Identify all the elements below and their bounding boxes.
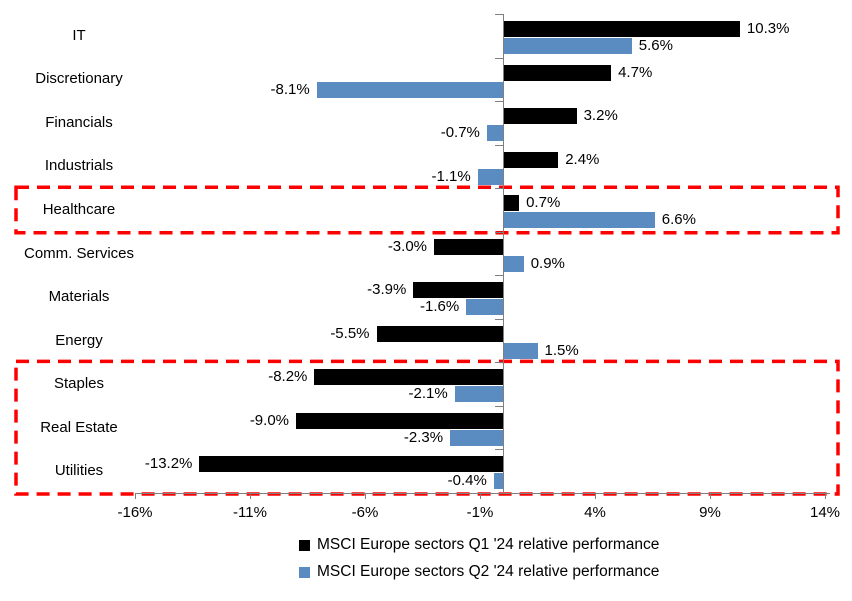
y-axis-tick	[495, 57, 503, 59]
y-axis-tick	[495, 144, 503, 146]
x-axis-tick-label: 4%	[584, 504, 606, 521]
bar-q2-materials	[466, 299, 503, 316]
category-label-staples: Staples	[53, 375, 105, 393]
bar-q1-utilities	[199, 456, 503, 473]
value-label: 1.5%	[544, 341, 579, 359]
legend-swatch-q1-icon	[299, 539, 310, 551]
y-axis-tick	[495, 405, 503, 407]
y-axis-tick	[495, 275, 503, 277]
value-label: -0.4%	[447, 472, 487, 490]
legend-item-q2: MSCI Europe sectors Q2 '24 relative perf…	[299, 563, 659, 581]
x-axis-tick-label: 9%	[699, 504, 721, 521]
bar-q1-healthcare	[503, 195, 520, 212]
category-label-utilities: Utilities	[54, 462, 104, 480]
category-label-it: IT	[72, 26, 86, 44]
bar-q1-discretionary	[503, 64, 612, 81]
x-axis-tick	[480, 493, 481, 499]
bar-q1-comm-services	[434, 238, 503, 255]
bar-q1-energy	[376, 325, 503, 342]
legend-swatch-q2-icon	[299, 566, 310, 578]
bar-q1-real-estate	[296, 412, 503, 429]
bar-q1-industrials	[503, 151, 559, 168]
bar-q2-utilities	[493, 473, 503, 490]
bar-q2-staples	[454, 386, 503, 403]
y-axis-tick	[495, 101, 503, 103]
bar-q2-energy	[503, 342, 538, 359]
x-axis-tick	[365, 493, 366, 499]
y-axis-tick	[495, 188, 503, 190]
category-label-energy: Energy	[55, 331, 103, 349]
category-label-materials: Materials	[48, 288, 110, 306]
bar-q2-industrials	[477, 168, 503, 185]
value-label: 5.6%	[638, 37, 673, 54]
x-axis-tick-label: -11%	[233, 504, 267, 521]
x-axis-tick	[135, 493, 136, 499]
bar-q1-materials	[413, 282, 503, 299]
bar-q2-healthcare	[503, 212, 655, 229]
category-label-discretionary: Discretionary	[35, 70, 123, 88]
value-label: -5.5%	[330, 324, 370, 342]
category-label-comm-services: Comm. Services	[23, 244, 135, 262]
value-label: 4.7%	[618, 63, 653, 81]
bar-q2-comm-services	[503, 255, 524, 272]
x-axis-tick-label: 14%	[809, 504, 841, 521]
bar-q1-financials	[503, 108, 577, 125]
legend-label-q2: MSCI Europe sectors Q2 '24 relative perf…	[317, 563, 660, 580]
value-label: -1.1%	[431, 167, 471, 185]
legend-item-q1: MSCI Europe sectors Q1 '24 relative perf…	[299, 536, 659, 554]
x-axis-tick	[710, 493, 711, 499]
value-label: -3.9%	[367, 281, 407, 299]
bar-q2-it	[503, 38, 632, 54]
value-label: -13.2%	[144, 455, 193, 473]
value-label: -8.2%	[268, 368, 308, 386]
value-label: -2.3%	[403, 428, 444, 446]
value-label: -1.6%	[420, 298, 460, 316]
value-label: 10.3%	[746, 20, 790, 37]
y-axis-tick	[495, 318, 503, 320]
y-axis-tick	[495, 14, 503, 15]
category-label-healthcare: Healthcare	[42, 200, 116, 218]
category-label-real-estate: Real Estate	[40, 418, 118, 436]
value-label: -8.1%	[270, 80, 310, 98]
value-label: -0.7%	[440, 124, 480, 142]
value-label: 6.6%	[661, 211, 696, 229]
bar-q1-it	[503, 21, 740, 37]
bar-q2-financials	[486, 125, 503, 142]
y-axis-tick	[495, 231, 503, 233]
category-label-financials: Financials	[45, 113, 113, 131]
value-label: 0.7%	[526, 194, 561, 212]
y-axis-line	[503, 14, 504, 493]
bar-q1-staples	[314, 369, 503, 386]
category-label-industrials: Industrials	[44, 157, 114, 175]
x-axis-tick	[250, 493, 251, 499]
x-axis-tick-label: -16%	[117, 504, 153, 521]
y-axis-tick	[495, 362, 503, 364]
value-label: -9.0%	[249, 411, 289, 429]
value-label: -3.0%	[387, 237, 427, 255]
value-label: 2.4%	[565, 150, 600, 168]
x-axis-tick	[595, 493, 596, 499]
legend-label-q1: MSCI Europe sectors Q1 '24 relative perf…	[317, 536, 660, 553]
value-label: -2.1%	[408, 385, 448, 403]
x-axis-tick	[825, 493, 826, 499]
x-axis-tick-label: -6%	[351, 504, 379, 521]
value-label: 3.2%	[583, 107, 618, 125]
value-label: 0.9%	[530, 254, 565, 272]
x-axis-line	[135, 493, 830, 494]
y-axis-tick	[495, 449, 503, 451]
x-axis-tick-label: -1%	[466, 504, 494, 521]
bar-q2-discretionary	[316, 81, 503, 98]
bar-q2-real-estate	[450, 429, 503, 446]
